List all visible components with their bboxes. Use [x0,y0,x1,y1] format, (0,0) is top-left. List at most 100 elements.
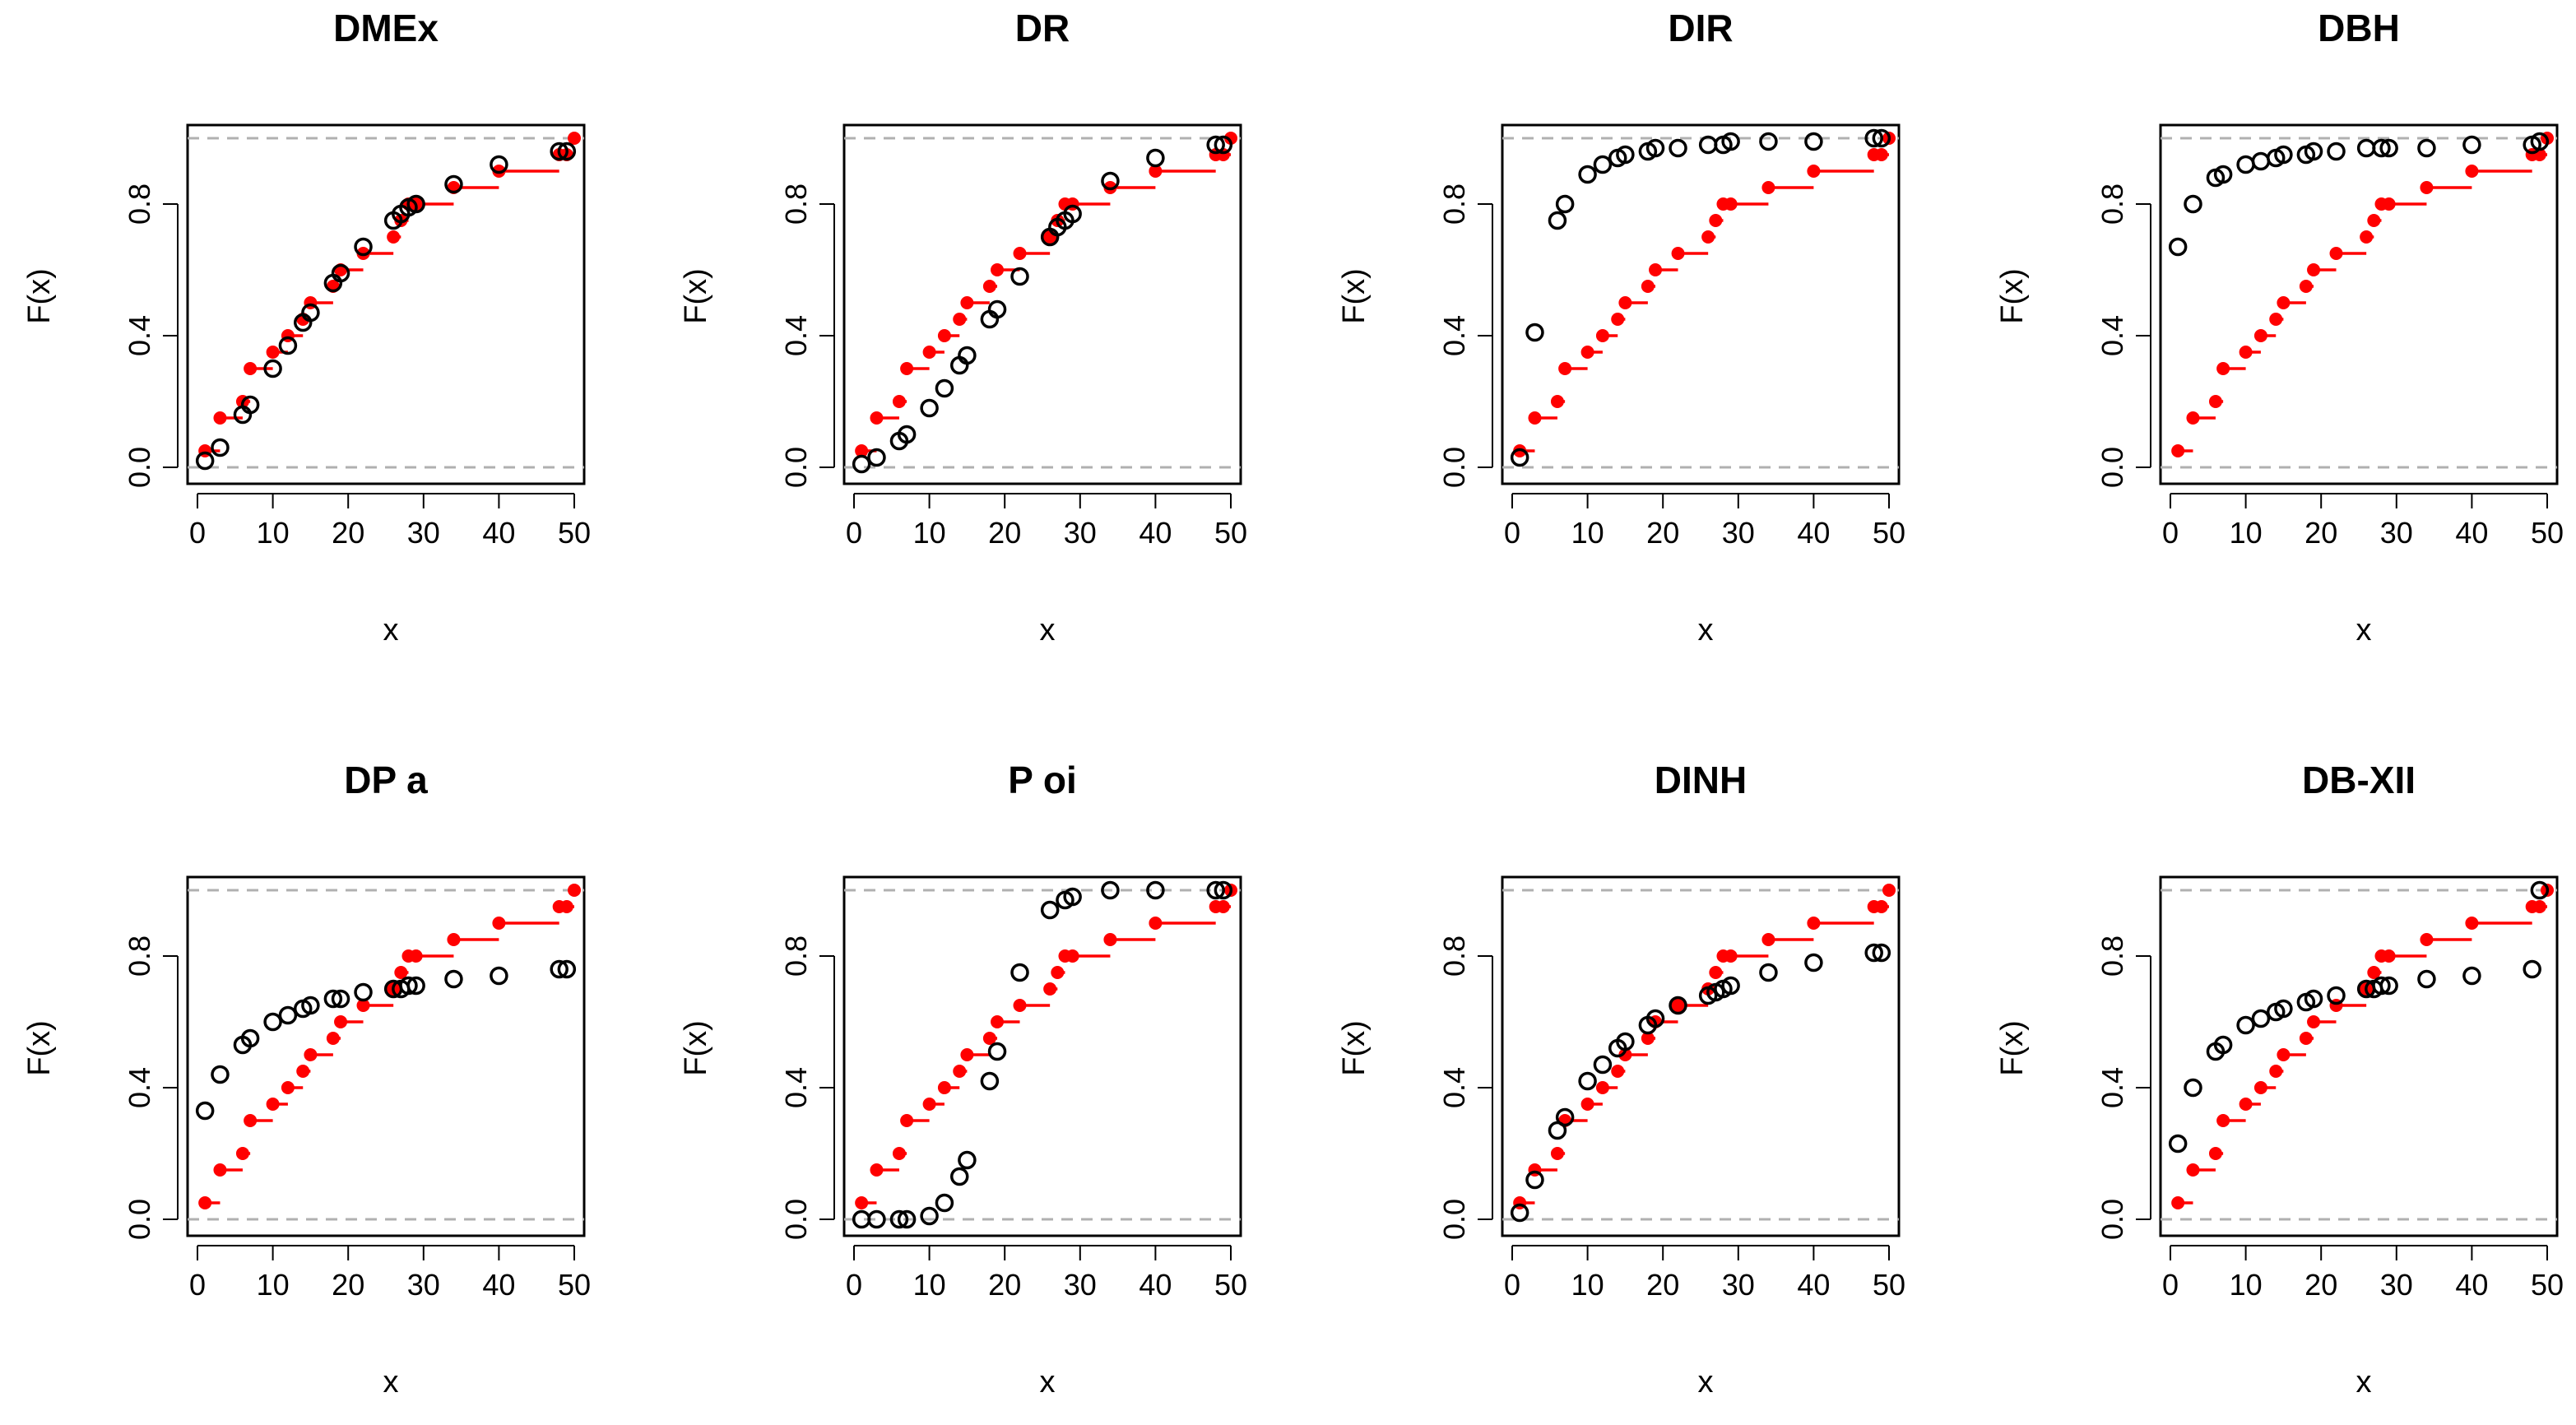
panel-dr-empirical-point-16 [1149,165,1163,178]
panel-dmex-y-tick-label-0-8: 0.8 [123,183,156,225]
panel-dr-fitted-point-18 [1214,135,1233,155]
panel-dp-a-fitted-point-13 [399,976,418,996]
panel-dp-a-x-tick-label-20: 20 [332,1268,364,1302]
panel-dir-fitted-point-9 [1645,138,1665,158]
panel-dr-empirical-point-19 [1224,132,1237,145]
panel-p-oi-x-tick-label-20: 20 [988,1268,1021,1302]
panel-dbh-fitted-point-1 [2184,194,2202,214]
panel-dmex-empirical-point-11 [387,230,401,244]
panel-dbh-fitted-point-11 [2356,138,2376,158]
panel-dr-fitted-point-17 [1206,135,1225,155]
panel-dinh-x-tick-label-20: 20 [1646,1268,1679,1302]
panel-dbh-empirical-point-12 [2367,214,2381,227]
panel-p-oi-fitted-point-4 [920,1206,939,1226]
panel-dp-a-empirical-point-5 [281,1081,295,1094]
panel-db-xii-fitted-point-18 [2530,880,2550,900]
panel-dir-fitted-point-5 [1593,155,1613,174]
panel-dbh-x-label: x [2356,613,2372,648]
panel-dmex-fitted-point-7 [301,303,320,323]
panel-p-oi-x-tick-label-30: 30 [1064,1268,1097,1302]
panel-dmex-y-tick-label-0-4: 0.4 [123,315,156,356]
panel-dir-empirical-point-18 [1874,148,1888,161]
panel-dr-empirical-point-9 [991,263,1005,276]
panel-dinh-x-tick-label-30: 30 [1722,1268,1755,1302]
panel-dbh-empirical-point-15 [2420,181,2434,194]
panel-dmex-fitted-point-18 [557,142,577,161]
panel-dr-frame [842,123,1242,485]
panel-db-xii-empirical-point-15 [2420,933,2434,946]
panel-dp-a-y-tick-label-0-4: 0.4 [123,1067,156,1108]
panel-p-oi-fitted-point-2 [889,1209,909,1229]
panel-p-oi-empirical-point-9 [991,1015,1005,1028]
panel-dp-a-empirical-point-16 [492,917,506,930]
panel-dir-x-tick-label-20: 20 [1646,516,1679,550]
panel-dp-a-empirical-point-4 [266,1098,280,1111]
panel-dmex-x-tick-label-30: 30 [407,516,440,550]
panel-dinh-empirical-point-8 [1641,1032,1655,1045]
panel-dbh-x-tick-label-0: 0 [2162,516,2179,550]
panel-dinh-fitted-point-18 [1872,943,1891,963]
panel-dinh-x-tick-label-0: 0 [1504,1268,1520,1302]
panel-db-xii-empirical-point-16 [2465,917,2479,930]
panel-dmex-frame [186,123,586,485]
panel-dbh-fitted-point-3 [2213,165,2233,184]
panel-dir-fitted-point-1 [1525,323,1544,342]
panel-dir-y-tick-label-0-8: 0.8 [1437,183,1471,225]
panel-dr-empirical-point-7 [960,296,974,309]
panel-dp-a-title: DP a [344,759,428,801]
panel-dinh-x-label: x [1698,1365,1714,1399]
panel-dinh-empirical-point-4 [1580,1098,1594,1111]
panel-db-xii-fitted-point-17 [2523,959,2541,979]
panel-p-oi-fitted-point-7 [958,1150,977,1170]
panel-dmex-fitted-point-3 [240,395,260,415]
panel-db-xii-fitted-point-15 [2417,969,2436,989]
panel-p-oi-fitted-point-17 [1214,880,1233,900]
panel-dr-y-tick-label-0-4: 0.4 [779,315,813,356]
panel-dmex-x-tick-label-50: 50 [558,516,591,550]
panel-dp-a-x-tick-label-40: 40 [482,1268,515,1302]
panel-db-xii-y-tick-label-0-8: 0.8 [2096,935,2129,977]
panel-dp-a-y-tick-label-0-0: 0.0 [123,1199,156,1240]
panel-dr-x-tick-label-30: 30 [1064,516,1097,550]
panel-dr-fitted-point-10 [1010,267,1029,286]
panel-dp-a-fitted-point-16 [490,966,508,986]
panel-dir-fitted-point-4 [1578,165,1597,184]
panel-dp-a-fitted-point-18 [557,959,577,979]
panel-db-xii-x-tick-label-20: 20 [2304,1268,2337,1302]
panel-dp-a-fitted-point-15 [444,969,463,989]
panel-dbh: DBH 0 10 20 30 40 50 x 0.0 0.4 0.8 F(x) [1995,7,2564,648]
panel-db-xii-fitted-point-14 [2379,976,2398,996]
panel-dinh-empirical-point-14 [1724,949,1738,963]
panel-dir-fitted-point-13 [1721,132,1740,151]
panel-dir-empirical-point-7 [1618,296,1632,309]
panel-p-oi-fitted-point-3 [897,1209,917,1229]
panel-dr-empirical-point-0 [855,444,869,457]
panel-dbh-x-tick-label-20: 20 [2304,516,2337,550]
panel-dir-empirical-point-14 [1724,197,1738,211]
panel-db-xii-fitted-point-1 [2184,1078,2202,1098]
panel-dp-a-empirical-point-10 [356,999,370,1012]
panel-dp-a-empirical-point-0 [198,1196,212,1209]
panel-p-oi-empirical-point-8 [982,1032,996,1045]
panel-p-oi-empirical-point-10 [1013,999,1027,1012]
panel-dbh-x-tick-label-40: 40 [2455,516,2488,550]
panel-dr-x-tick-label-0: 0 [846,516,862,550]
panel-dir-x-tick-label-10: 10 [1571,516,1604,550]
panel-p-oi-fitted-point-6 [949,1167,969,1186]
panel-dinh-empirical-point-6 [1611,1065,1625,1078]
panel-dr-y-tick-label-0-0: 0.0 [779,447,813,488]
panel-dir-x-label: x [1698,613,1714,648]
panel-dir-fitted-point-7 [1616,145,1635,165]
panel-dinh-empirical-point-19 [1882,884,1896,897]
panel-dir-empirical-point-9 [1649,263,1663,276]
panel-dinh-y-label: F(x) [1337,1020,1372,1076]
panel-dp-a-empirical-point-3 [244,1114,258,1127]
panel-p-oi-fitted-point-5 [935,1193,954,1213]
panel-dir-empirical-point-12 [1709,214,1723,227]
panel-dir-fitted-point-0 [1510,448,1529,467]
panel-dr-y-tick-label-0-8: 0.8 [779,183,813,225]
panel-p-oi-title: P oi [1008,759,1077,801]
panel-p-oi-y-tick-label-0-4: 0.4 [779,1067,813,1108]
panel-db-xii-fitted-point-5 [2251,1009,2271,1028]
panel-db-xii-x-tick-label-10: 10 [2230,1268,2263,1302]
